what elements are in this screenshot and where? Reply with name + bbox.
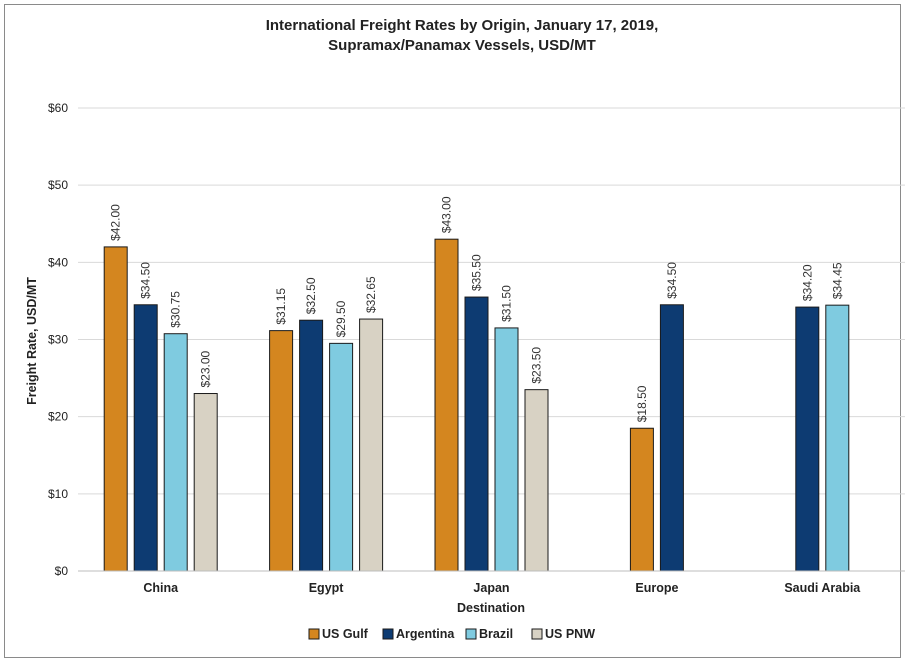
legend-swatch (382, 628, 394, 640)
x-category-label: Saudi Arabia (784, 581, 861, 595)
bar-argentina (299, 319, 324, 572)
legend-swatch (465, 628, 477, 640)
legend-swatch (531, 628, 543, 640)
bar-us-pnw (193, 393, 218, 572)
y-tick-label: $60 (48, 101, 68, 115)
data-label: $42.00 (109, 204, 123, 241)
data-label: $23.00 (199, 350, 213, 387)
y-axis-ticks: $0 $10 $20 $30 $40 $50 $60 (48, 101, 68, 578)
legend-swatch (308, 628, 320, 640)
data-labels: $42.00 $34.50 $30.75 $23.00 $31.15 $32.50 $29.… (109, 196, 845, 422)
bar-us-gulf (434, 238, 459, 572)
chart-title-line1: International Freight Rates by Origin, J… (266, 17, 659, 34)
bar-us-gulf (629, 427, 654, 572)
x-category-label: Europe (635, 581, 678, 595)
bar-argentina (795, 306, 820, 572)
y-tick-label: $0 (55, 564, 69, 578)
bar-brazil (825, 304, 850, 572)
legend-label: US Gulf (322, 627, 369, 641)
data-label: $34.45 (830, 262, 844, 299)
x-category-label: Japan (473, 581, 509, 595)
y-tick-label: $10 (48, 487, 68, 501)
bar-argentina (133, 304, 158, 572)
data-label: $34.50 (665, 262, 679, 299)
bar-argentina (464, 296, 489, 572)
bar-us-pnw (524, 389, 549, 572)
x-category-label: Egypt (309, 581, 345, 595)
bar-argentina (659, 304, 684, 572)
x-axis-categories: China Egypt Japan Europe Saudi Arabia (143, 581, 861, 595)
y-tick-label: $40 (48, 255, 68, 269)
data-label: $32.65 (364, 276, 378, 313)
data-label: $31.15 (274, 288, 288, 325)
y-tick-label: $50 (48, 178, 68, 192)
legend-label: Brazil (479, 627, 513, 641)
y-axis-title: Freight Rate, USD/MT (25, 277, 39, 405)
y-tick-label: $30 (48, 333, 68, 347)
x-axis-title: Destination (457, 601, 525, 615)
data-label: $34.20 (800, 264, 814, 301)
bar-brazil (163, 333, 188, 572)
data-label: $18.50 (635, 385, 649, 422)
data-label: $29.50 (334, 300, 348, 337)
legend: US Gulf Argentina Brazil US PNW (308, 627, 595, 641)
bar-brazil (329, 342, 354, 572)
data-label: $32.50 (304, 277, 318, 314)
bar-us-pnw (359, 318, 384, 572)
data-label: $43.00 (440, 196, 454, 233)
data-label: $35.50 (470, 254, 484, 291)
legend-label: Argentina (396, 627, 455, 641)
bar-brazil (494, 327, 519, 572)
data-label: $34.50 (139, 262, 153, 299)
data-label: $23.50 (530, 347, 544, 384)
bars (103, 238, 850, 572)
x-category-label: China (143, 581, 179, 595)
y-tick-label: $20 (48, 410, 68, 424)
bar-us-gulf (103, 246, 128, 572)
data-label: $31.50 (500, 285, 514, 322)
chart-title-line2: Supramax/Panamax Vessels, USD/MT (328, 37, 596, 54)
legend-label: US PNW (545, 627, 595, 641)
data-label: $30.75 (169, 291, 183, 328)
bar-us-gulf (269, 330, 294, 572)
